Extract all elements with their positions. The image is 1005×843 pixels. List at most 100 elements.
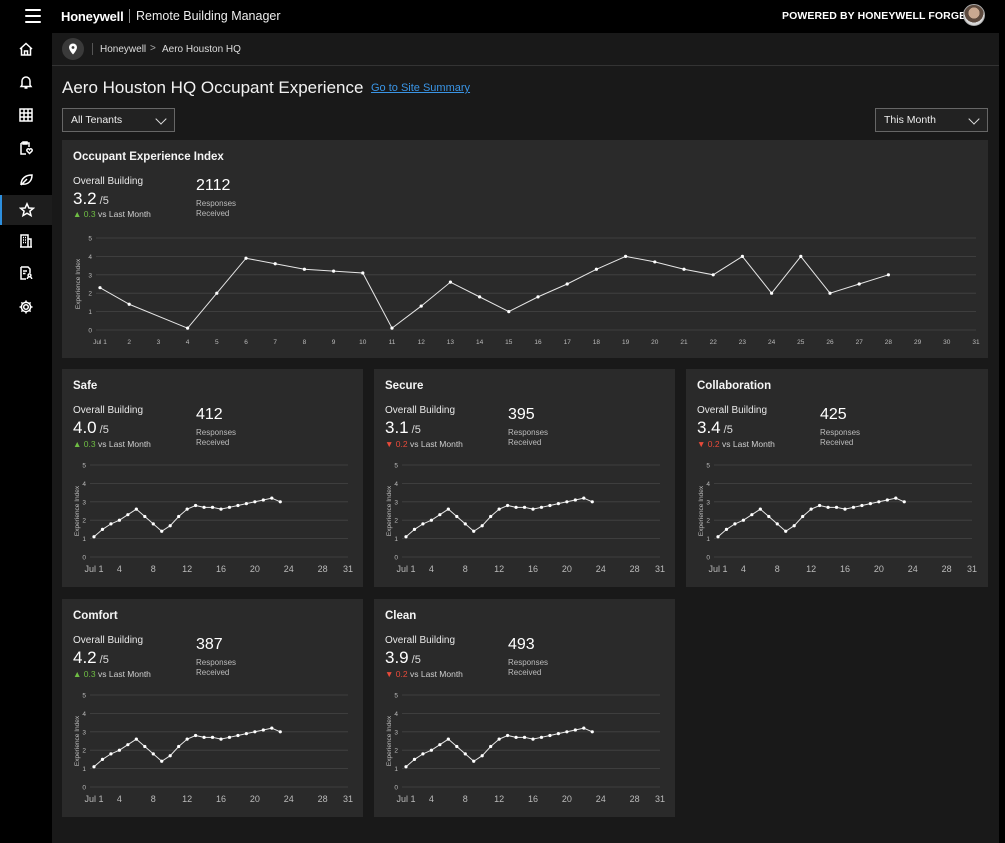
period-select[interactable]: This Month xyxy=(875,108,988,132)
data-point xyxy=(202,505,206,509)
received-word: Received xyxy=(508,668,542,677)
score-value: 3.4 xyxy=(697,418,721,437)
data-point xyxy=(100,757,105,761)
x-tick-label: 4 xyxy=(741,564,746,574)
card-title: Comfort xyxy=(73,610,118,622)
data-point xyxy=(682,267,686,271)
y-tick-label: 2 xyxy=(82,748,86,755)
y-tick-label: 1 xyxy=(88,309,92,316)
data-point xyxy=(463,522,467,526)
sidebar-item-home[interactable] xyxy=(0,34,52,64)
sidebar-item-dashboard[interactable] xyxy=(0,100,52,130)
sidebar-item-settings[interactable] xyxy=(0,292,52,322)
sidebar-item-wellness[interactable] xyxy=(0,133,52,163)
y-tick-label: 3 xyxy=(88,272,92,279)
data-point xyxy=(784,529,788,533)
overall-building-label: Overall Building xyxy=(73,405,144,416)
data-point xyxy=(590,730,594,734)
data-point xyxy=(227,735,232,739)
responses-count: 387 xyxy=(196,636,223,653)
sidebar-item-alerts[interactable] xyxy=(0,67,52,97)
data-point xyxy=(100,527,105,531)
x-tick-label: 2 xyxy=(127,339,131,346)
data-point xyxy=(390,326,394,330)
data-point xyxy=(273,262,277,266)
data-point xyxy=(902,500,906,504)
y-tick-label: 3 xyxy=(394,729,398,736)
card-comfort: Comfort Overall Building 4.2/5 ▲ 0.3 vs … xyxy=(62,599,363,817)
delta-vs-last-month: ▲ 0.3 vs Last Month xyxy=(73,669,151,679)
delta-vs-last-month: ▼ 0.2 vs Last Month xyxy=(385,439,463,449)
data-point xyxy=(758,507,762,511)
sidebar-item-reports[interactable] xyxy=(0,258,52,288)
bell-icon xyxy=(19,76,33,89)
data-point xyxy=(215,291,219,295)
user-avatar[interactable] xyxy=(963,4,985,26)
x-tick-label: 31 xyxy=(972,339,980,346)
data-point xyxy=(429,748,433,752)
x-tick-label: 20 xyxy=(651,339,659,346)
x-tick-label: 8 xyxy=(775,564,780,574)
x-tick-label: 12 xyxy=(182,794,192,804)
breadcrumb-item-site[interactable]: Aero Houston HQ xyxy=(162,44,241,55)
data-point xyxy=(531,507,535,511)
responses-label: Responses Received xyxy=(820,428,860,448)
clipboard-heart-icon xyxy=(20,141,33,155)
data-point xyxy=(244,256,248,260)
delta-value: 0.3 xyxy=(83,209,96,219)
x-tick-label: 7 xyxy=(273,339,277,346)
data-point xyxy=(843,507,847,511)
location-button[interactable] xyxy=(62,38,84,60)
data-point xyxy=(227,505,232,509)
data-point xyxy=(565,730,569,734)
breadcrumb-separator: > xyxy=(150,43,156,54)
data-point xyxy=(834,505,839,509)
y-tick-label: 3 xyxy=(82,729,86,736)
responses-count: 395 xyxy=(508,406,535,423)
overall-building-label: Overall Building xyxy=(385,635,456,646)
data-point xyxy=(421,752,425,756)
data-point xyxy=(733,522,737,526)
data-point xyxy=(261,498,265,502)
data-point xyxy=(117,748,121,752)
x-tick-label: 3 xyxy=(157,339,161,346)
data-point xyxy=(278,730,282,734)
data-point xyxy=(478,295,482,299)
trend-down-icon: ▼ xyxy=(385,669,394,679)
x-tick-label: 22 xyxy=(710,339,718,346)
menu-icon[interactable] xyxy=(25,9,41,23)
data-point xyxy=(194,733,198,738)
score-value: 3.2 xyxy=(73,189,97,208)
sidebar-item-occupant-experience[interactable] xyxy=(0,195,52,225)
breadcrumb-item-honeywell[interactable]: Honeywell xyxy=(100,44,147,55)
tenant-select[interactable]: All Tenants xyxy=(62,108,175,132)
brand-logo[interactable]: Honeywell xyxy=(61,9,124,24)
powered-by-label: POWERED BY HONEYWELL FORGE xyxy=(782,10,967,22)
data-point xyxy=(421,522,425,526)
data-point xyxy=(186,326,190,330)
delta-vs-last-month: ▲ 0.3 vs Last Month xyxy=(73,439,151,449)
data-point xyxy=(507,310,511,314)
sidebar-item-sustainability[interactable] xyxy=(0,165,52,195)
site-summary-link[interactable]: Go to Site Summary xyxy=(371,82,471,94)
x-tick-label: 20 xyxy=(250,794,260,804)
responses-count: 2112 xyxy=(196,177,231,194)
delta-label: vs Last Month xyxy=(98,439,151,449)
data-point xyxy=(573,498,577,502)
delta-value: 0.2 xyxy=(707,439,720,449)
x-tick-label: Jul 1 xyxy=(84,564,103,574)
x-tick-label: 16 xyxy=(216,564,226,574)
data-point xyxy=(127,302,131,306)
score-value: 4.2 xyxy=(73,648,97,667)
y-axis-label: Experience Index xyxy=(386,715,393,766)
data-point xyxy=(489,514,493,519)
data-point xyxy=(404,765,408,769)
y-tick-label: 3 xyxy=(706,499,710,506)
data-point xyxy=(489,744,493,749)
data-point xyxy=(826,505,830,509)
sidebar-item-buildings[interactable] xyxy=(0,226,52,256)
score-denominator: /5 xyxy=(99,424,109,436)
data-point xyxy=(894,496,898,500)
